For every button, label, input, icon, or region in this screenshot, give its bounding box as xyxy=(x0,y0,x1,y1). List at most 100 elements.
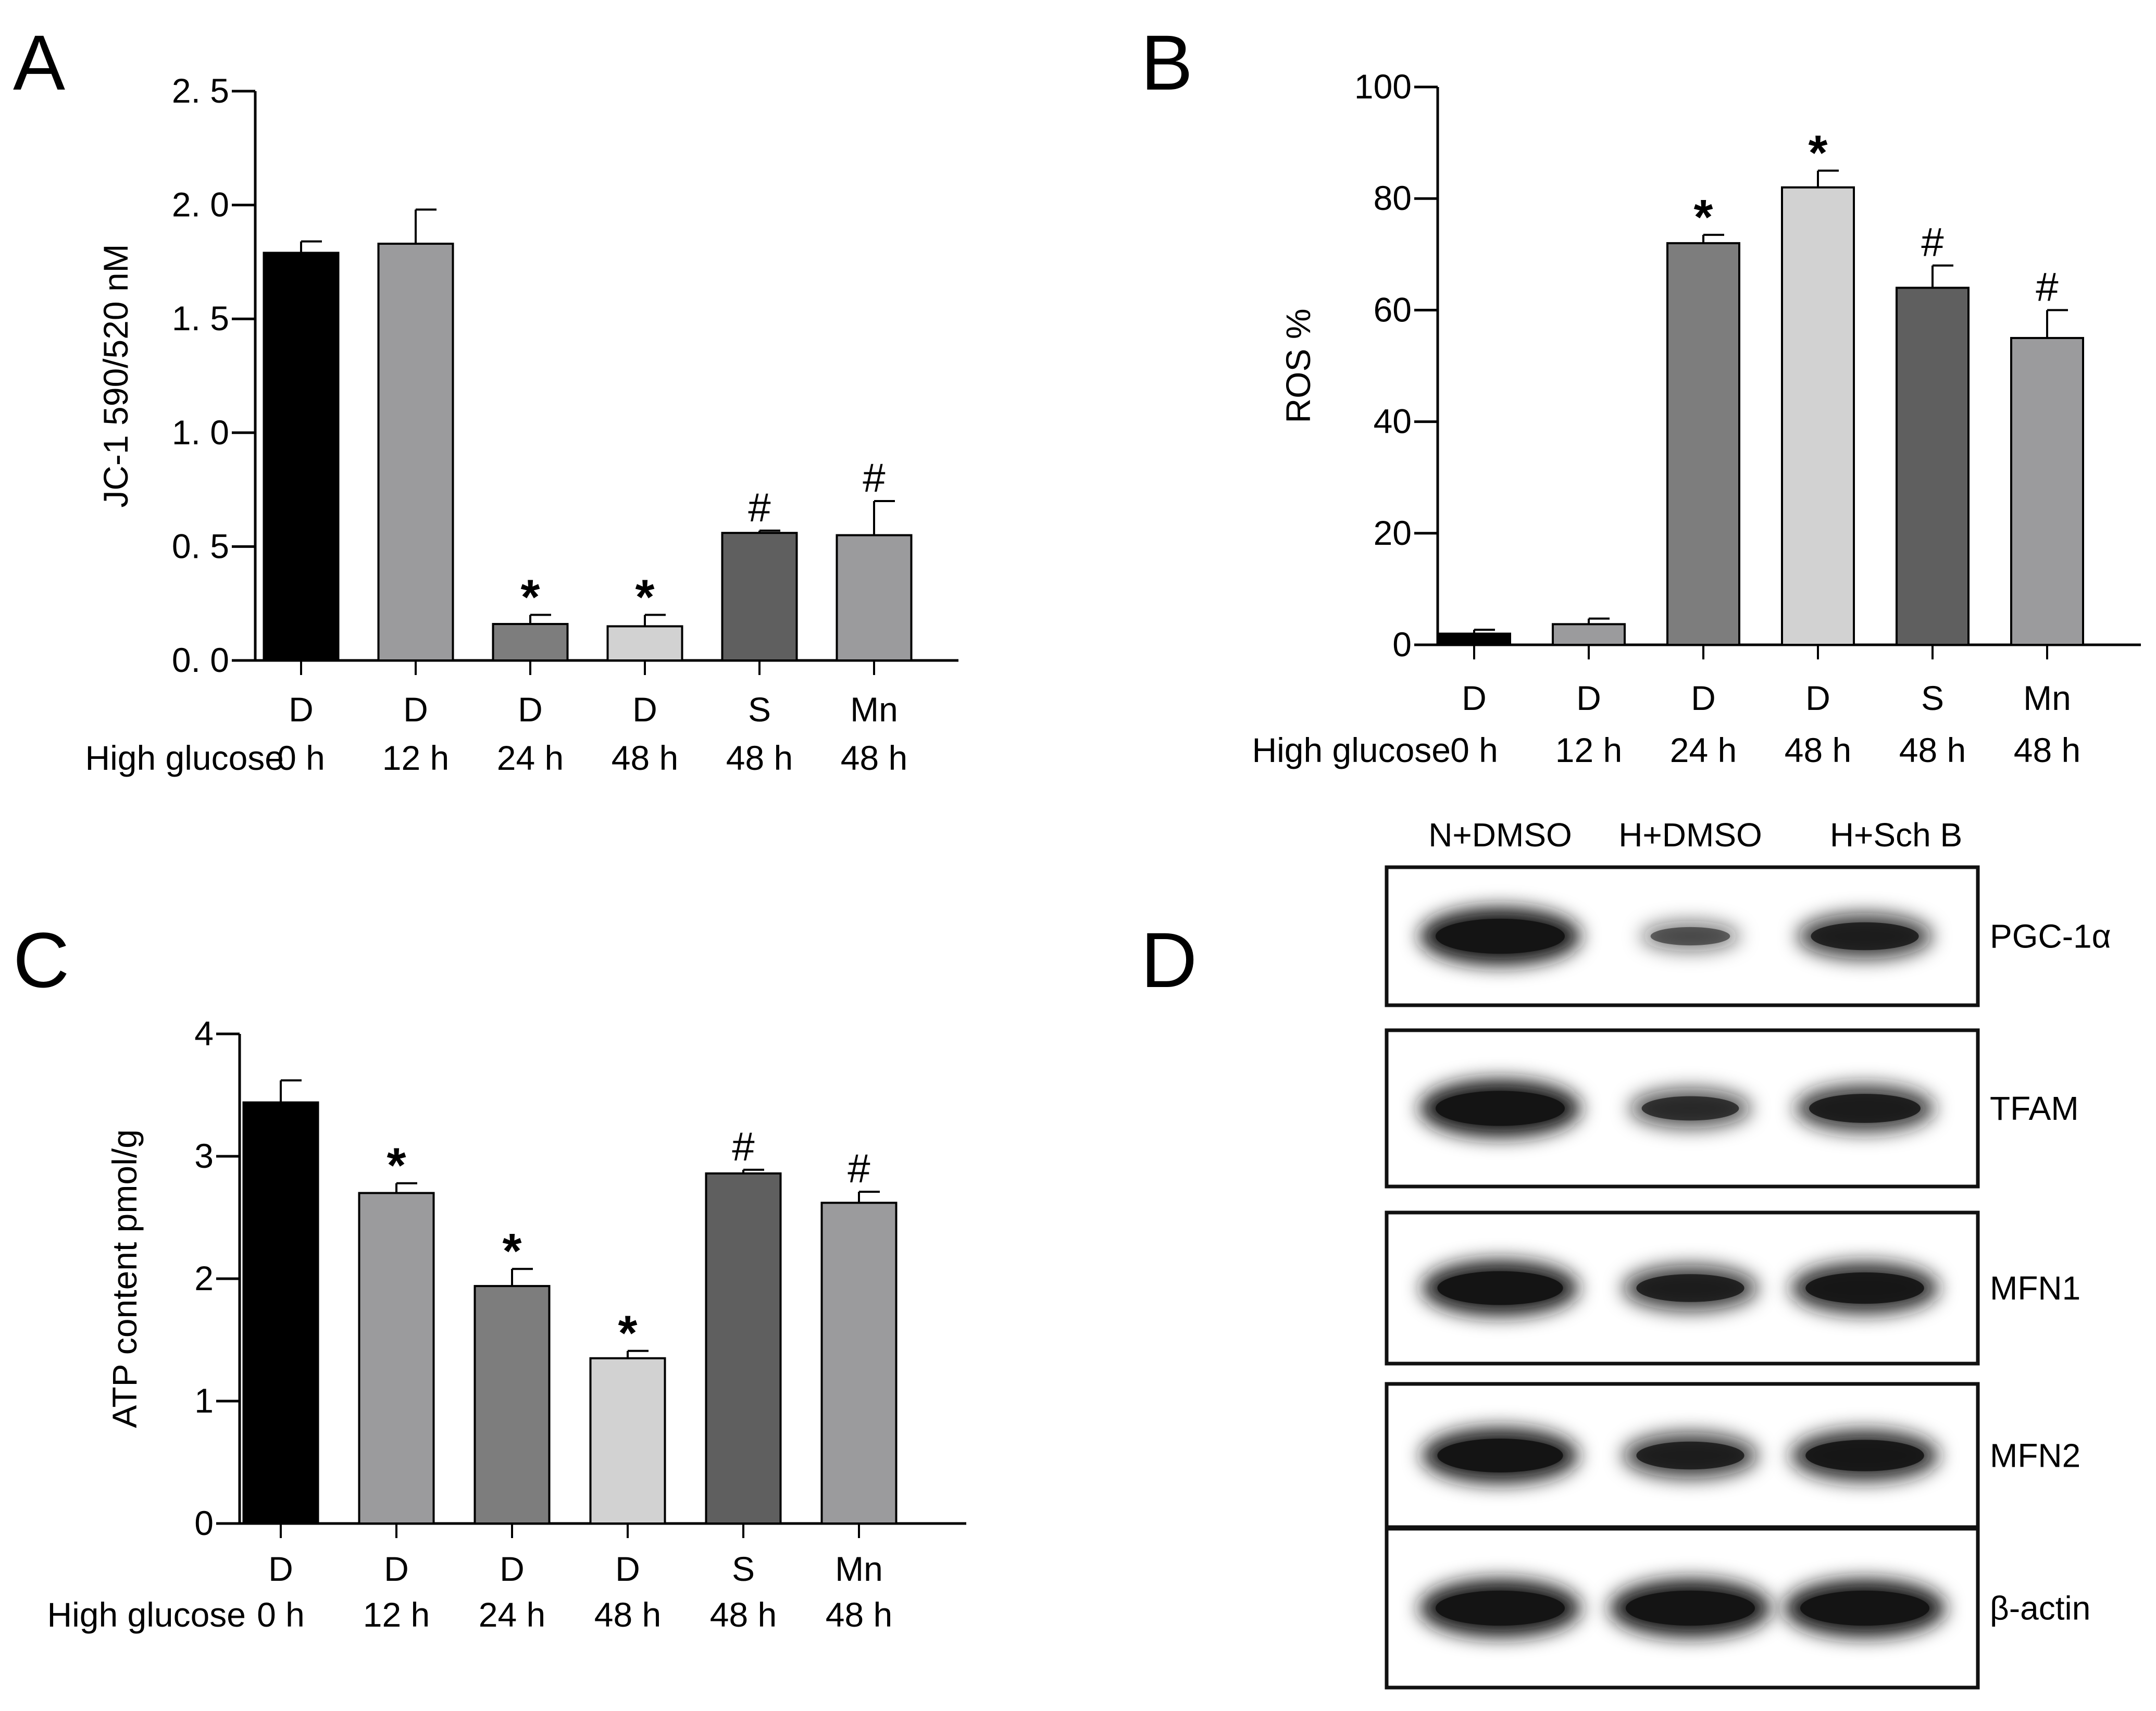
x-label-treatment: D xyxy=(1462,679,1487,717)
x-label-treatment: D xyxy=(1691,679,1716,717)
blot-lane-label: N+DMSO xyxy=(1428,816,1572,854)
y-tick-label: 60 xyxy=(1374,290,1412,329)
x-label-treatment: D xyxy=(500,1550,525,1588)
x-label-time: 48 h xyxy=(612,739,678,777)
blot-protein-label: MFN2 xyxy=(1990,1437,2080,1475)
x-label-time: 12 h xyxy=(1555,731,1622,769)
significance-mark: * xyxy=(521,570,540,625)
blot-band-core xyxy=(1805,1440,1924,1471)
x-row-label: High glucose xyxy=(85,739,284,777)
chart-c-atp: 0 1 2 3 4 ATP content pmol/g High glucose D 0 h *… xyxy=(47,1014,966,1634)
significance-mark: * xyxy=(1694,190,1713,245)
x-label-time: 48 h xyxy=(710,1595,777,1634)
y-tick-label: 3 xyxy=(194,1136,214,1175)
bar xyxy=(606,625,683,662)
y-tick-label: 4 xyxy=(194,1014,214,1053)
bar xyxy=(705,1172,782,1525)
y-tick-label: 1. 0 xyxy=(172,413,229,452)
bar xyxy=(377,242,454,661)
blot-band-core xyxy=(1800,1590,1929,1626)
panel-letter-a: A xyxy=(13,19,65,106)
x-label-treatment: D xyxy=(632,690,657,729)
significance-mark: # xyxy=(732,1123,754,1169)
blot-band-core xyxy=(1436,918,1565,954)
bar xyxy=(820,1202,898,1525)
blot-protein-label: TFAM xyxy=(1990,1090,2079,1127)
blot-band-core xyxy=(1809,1094,1921,1123)
bar xyxy=(721,532,798,662)
western-blot-panel: N+DMSO H+DMSO H+Sch B PGC-1α TFAM MFN1 MFN2 β-a… xyxy=(1385,816,2111,1690)
x-label-treatment: S xyxy=(748,690,771,729)
significance-mark: * xyxy=(503,1223,522,1279)
x-label-treatment: S xyxy=(1921,679,1944,717)
significance-mark: * xyxy=(635,570,655,625)
blot-band-core xyxy=(1636,1441,1744,1470)
x-label-treatment: D xyxy=(518,690,543,729)
bar xyxy=(1666,242,1740,646)
bar xyxy=(1552,623,1626,646)
x-label-treatment: Mn xyxy=(850,690,898,729)
bar xyxy=(1437,632,1511,646)
bar xyxy=(263,252,340,661)
x-label-time: 48 h xyxy=(1899,731,1966,769)
significance-mark: * xyxy=(618,1306,638,1361)
x-label-time: 0 h xyxy=(1450,731,1498,769)
panel-letter-c: C xyxy=(13,916,69,1004)
significance-mark: * xyxy=(387,1138,406,1193)
chart-a-jc1: 0. 0 0. 5 1. 0 1. 5 2. 0 2. 5 JC-1 590/520 nM H… xyxy=(85,71,958,777)
bar xyxy=(589,1357,666,1525)
blot-band-core xyxy=(1436,1091,1565,1126)
x-label-treatment: Mn xyxy=(835,1550,883,1588)
y-tick-label: 2. 5 xyxy=(172,71,229,110)
blot-band-core xyxy=(1641,1096,1739,1121)
x-label-treatment: D xyxy=(289,690,314,729)
x-label-time: 48 h xyxy=(1785,731,1851,769)
x-label-time: 48 h xyxy=(841,739,907,777)
x-label-treatment: D xyxy=(268,1550,293,1588)
bar xyxy=(1896,286,1970,646)
bar xyxy=(473,1285,551,1525)
x-row-label: High glucose xyxy=(1252,731,1451,769)
x-row-label: High glucose xyxy=(47,1595,246,1634)
x-label-time: 12 h xyxy=(382,739,449,777)
significance-mark: # xyxy=(1921,219,1943,265)
x-label-time: 12 h xyxy=(363,1595,430,1634)
y-tick-label: 0 xyxy=(194,1504,214,1542)
x-label-treatment: Mn xyxy=(2023,679,2071,717)
y-tick-label: 0. 5 xyxy=(172,527,229,565)
blot-band-core xyxy=(1437,1271,1563,1305)
blot-band-core xyxy=(1636,1274,1744,1302)
x-label-time: 0 h xyxy=(277,739,325,777)
y-tick-label: 0. 0 xyxy=(172,641,229,679)
x-label-time: 0 h xyxy=(257,1595,305,1634)
bar xyxy=(492,623,569,661)
blot-band-core xyxy=(1437,1439,1563,1472)
y-tick-label: 100 xyxy=(1354,67,1412,106)
blot-protein-label: PGC-1α xyxy=(1990,918,2111,955)
x-label-time: 48 h xyxy=(2014,731,2080,769)
x-label-treatment: S xyxy=(732,1550,755,1588)
y-axis-label: ROS % xyxy=(1279,308,1317,423)
x-label-time: 48 h xyxy=(594,1595,661,1634)
significance-mark: # xyxy=(748,484,770,530)
x-label-time: 24 h xyxy=(1670,731,1737,769)
x-label-treatment: D xyxy=(403,690,428,729)
bar xyxy=(242,1101,319,1525)
blot-band-core xyxy=(1626,1590,1755,1626)
significance-mark: # xyxy=(848,1145,870,1191)
bar xyxy=(836,534,913,662)
blot-lane-label: H+Sch B xyxy=(1830,816,1962,854)
x-label-time: 48 h xyxy=(826,1595,892,1634)
significance-mark: * xyxy=(1809,126,1828,181)
chart-b-ros: 0 20 40 60 80 100 ROS % High glucose D 0 h D 12 h * D… xyxy=(1252,67,2141,769)
y-axis-label: ATP content pmol/g xyxy=(105,1129,144,1428)
blot-band-core xyxy=(1436,1590,1565,1626)
y-tick-label: 1 xyxy=(194,1381,214,1420)
blot-band-core xyxy=(1650,927,1730,946)
panel-letter-b: B xyxy=(1141,19,1193,106)
bar xyxy=(2010,336,2084,646)
y-tick-label: 1. 5 xyxy=(172,299,229,338)
x-label-time: 48 h xyxy=(726,739,793,777)
y-tick-label: 2. 0 xyxy=(172,185,229,224)
